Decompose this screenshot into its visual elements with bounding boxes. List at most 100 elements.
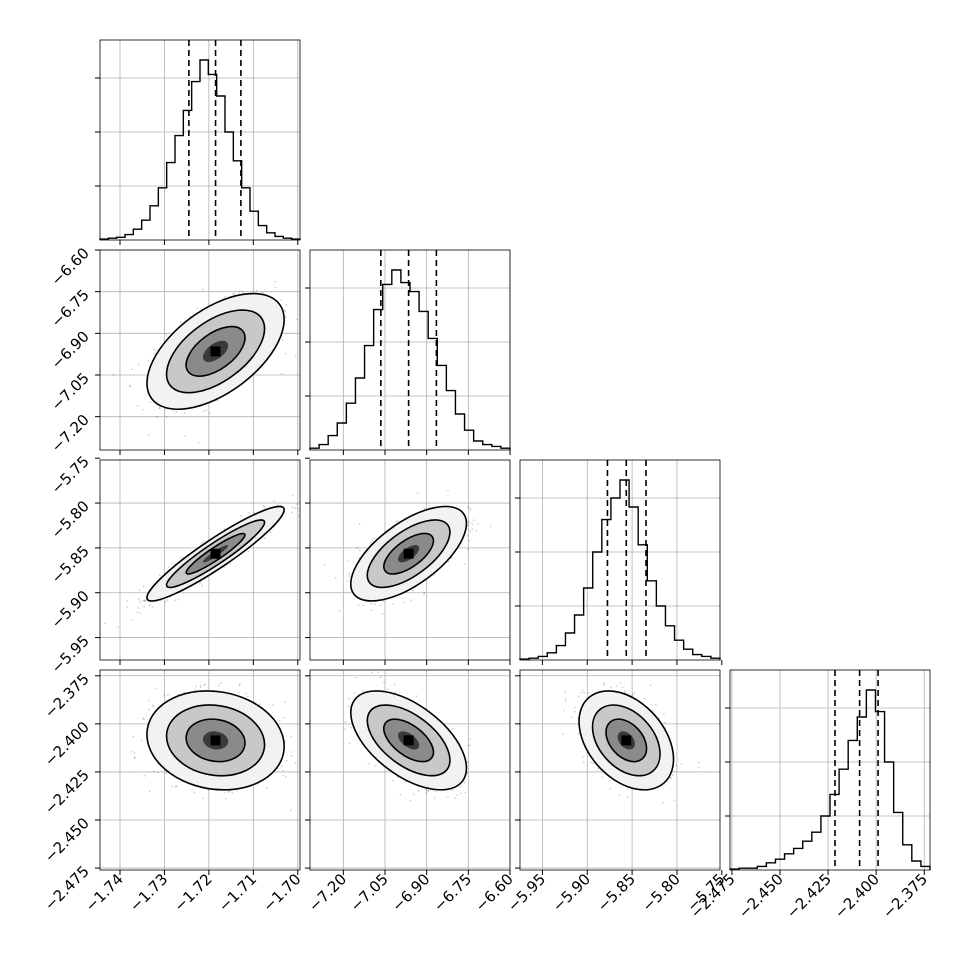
sample-point: [141, 408, 144, 411]
sample-point: [141, 717, 144, 720]
sample-point: [202, 684, 205, 686]
sample-point: [223, 527, 226, 530]
sample-point: [381, 613, 384, 616]
sample-point: [142, 585, 145, 588]
contour-line: [185, 532, 246, 575]
histogram-steps: [99, 59, 301, 240]
sample-point: [136, 405, 139, 408]
sample-point: [193, 791, 196, 794]
sample-point: [139, 612, 142, 615]
sample-point: [139, 600, 141, 603]
sample-point: [346, 579, 349, 582]
sample-point: [410, 599, 412, 602]
sample-point: [248, 511, 251, 514]
sample-point: [489, 525, 492, 528]
sample-point: [134, 756, 136, 759]
sample-point: [422, 593, 425, 596]
contour-line: [165, 519, 266, 589]
sample-point: [353, 692, 356, 695]
sample-point: [623, 690, 626, 692]
sample-point: [425, 791, 428, 794]
sample-point: [468, 507, 471, 510]
sample-point: [285, 303, 288, 306]
contour-line: [165, 309, 266, 394]
sample-point: [223, 791, 226, 794]
contour-line: [165, 704, 266, 777]
sample-point: [144, 599, 147, 602]
sample-point: [348, 742, 351, 745]
sample-point: [370, 609, 373, 612]
sample-point: [374, 764, 377, 767]
sample-point: [227, 791, 229, 793]
sample-point: [399, 793, 402, 796]
sample-point: [334, 577, 337, 579]
sample-point: [396, 520, 399, 523]
panel-frame: [99, 249, 301, 451]
sample-point: [427, 790, 430, 792]
density-peak: [210, 548, 221, 559]
sample-point: [466, 761, 469, 764]
sample-point: [464, 791, 467, 794]
sample-point: [609, 787, 612, 790]
sample-point: [126, 606, 129, 609]
sample-point: [229, 790, 231, 793]
contour-line: [349, 690, 468, 791]
sample-point: [467, 520, 470, 523]
sample-point: [358, 549, 361, 551]
sample-point: [132, 735, 135, 738]
sample-point: [302, 734, 304, 736]
sample-point: [469, 521, 472, 524]
sample-point: [392, 779, 394, 782]
sample-point: [412, 793, 415, 796]
sample-point: [477, 522, 480, 525]
sample-point: [463, 563, 466, 565]
sample-point: [447, 489, 449, 492]
sample-point: [371, 539, 374, 542]
sample-point: [348, 572, 351, 575]
sample-point: [291, 494, 294, 497]
sample-point: [170, 785, 173, 788]
sample-point: [263, 506, 266, 508]
sample-point: [362, 604, 364, 607]
sample-point: [112, 374, 115, 376]
sample-point: [158, 407, 161, 410]
sample-point: [225, 797, 227, 800]
sample-point: [284, 775, 287, 778]
sample-point: [180, 556, 183, 559]
sample-point: [297, 515, 300, 518]
sample-point: [284, 315, 287, 318]
sample-point: [281, 338, 284, 341]
sample-point: [358, 523, 361, 525]
sample-point: [423, 507, 426, 510]
sample-point: [356, 546, 359, 549]
sample-point: [372, 537, 375, 539]
sample-point: [581, 689, 584, 692]
sample-point: [278, 719, 281, 722]
sample-point: [171, 562, 173, 564]
sample-point: [175, 411, 178, 413]
sample-point: [269, 531, 272, 533]
sample-point: [302, 500, 304, 502]
sample-point: [285, 759, 288, 762]
sample-point: [294, 507, 297, 509]
sample-point: [423, 591, 426, 594]
sample-point: [294, 354, 297, 357]
sample-point: [425, 788, 427, 791]
sample-point: [164, 601, 167, 603]
sample-point: [280, 372, 283, 375]
sample-point: [376, 671, 379, 674]
sample-point: [259, 703, 262, 706]
sample-point: [196, 307, 198, 310]
sample-point: [137, 598, 140, 600]
sample-point: [284, 352, 287, 355]
sample-point: [570, 716, 573, 719]
sample-point: [184, 412, 187, 415]
sample-point: [247, 550, 250, 553]
sample-point: [199, 686, 202, 689]
sample-point: [338, 609, 341, 612]
sample-point: [447, 560, 450, 563]
sample-point: [156, 415, 159, 418]
sample-point: [276, 504, 279, 507]
sample-point: [148, 790, 151, 792]
